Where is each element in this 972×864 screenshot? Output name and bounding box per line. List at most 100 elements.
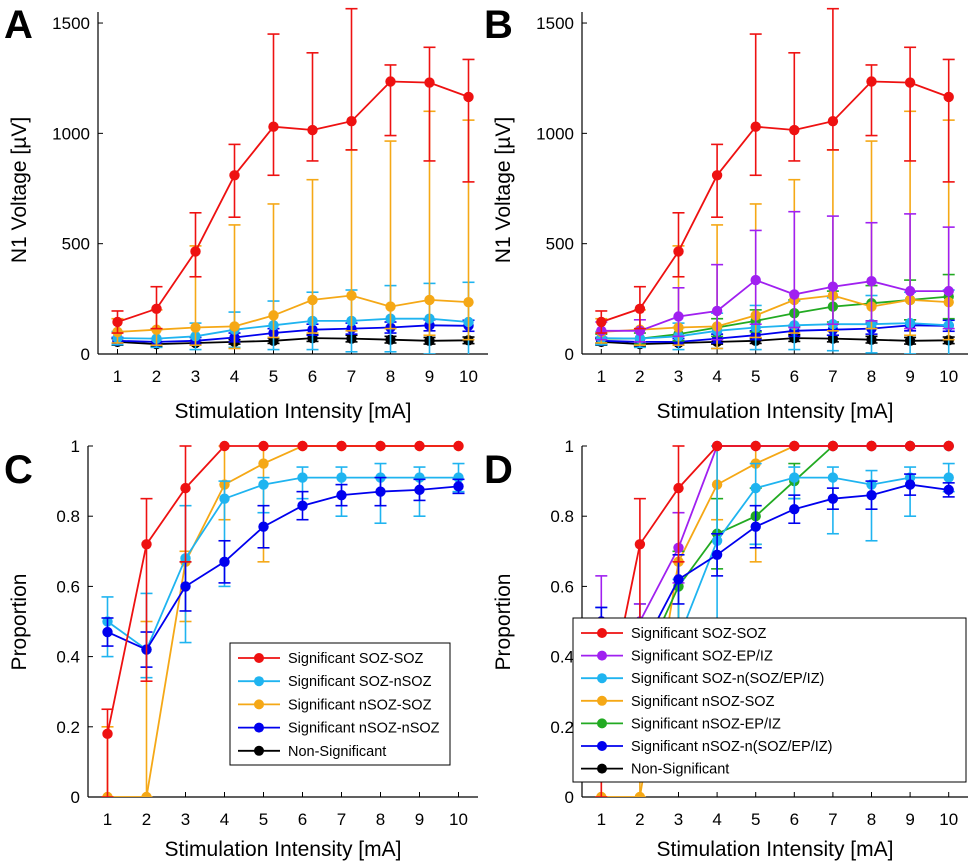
data-point	[190, 246, 201, 257]
error-bar	[189, 211, 202, 278]
legend-item-significant-nsoz-ep-iz: Significant nSOZ-EP/IZ	[581, 716, 781, 732]
x-tick-label: 10	[449, 810, 468, 829]
error-bar	[904, 213, 917, 330]
data-point	[673, 574, 684, 585]
x-tick-label: 7	[337, 810, 346, 829]
data-point	[711, 549, 723, 561]
legend-label: Significant SOZ-nSOZ	[288, 674, 432, 690]
error-bar	[942, 226, 955, 330]
legend-label: Non-Significant	[288, 744, 386, 760]
data-point	[463, 91, 474, 103]
data-point	[827, 116, 839, 127]
plot-area	[111, 7, 475, 354]
series-line	[601, 295, 949, 340]
error-bar	[384, 64, 397, 137]
legend-item-significant-nsoz-nsoz: Significant nSOZ-nSOZ	[238, 721, 440, 737]
x-tick-label: 10	[939, 367, 958, 386]
data-point	[102, 626, 113, 638]
data-point	[789, 124, 800, 136]
series-line	[117, 324, 469, 343]
series-line	[117, 317, 469, 340]
error-bar	[306, 178, 319, 334]
panel-b: B 0 500 1000 1500 1 2 3 4 5 6 7 8 9 10 Stimulation Inte…	[484, 3, 968, 423]
data-point	[297, 472, 308, 483]
error-bar	[904, 46, 917, 162]
x-tick-label: 4	[220, 810, 229, 829]
data-point	[943, 440, 954, 452]
x-tick-label: 7	[828, 810, 837, 829]
panel-label: A	[4, 3, 33, 47]
x-tick-label: 1	[113, 367, 122, 386]
series-line	[107, 485, 459, 651]
legend-marker	[254, 676, 264, 687]
data-point	[141, 791, 152, 797]
x-tick-label: 5	[269, 367, 278, 386]
data-point	[750, 440, 761, 452]
legend-item-significant-soz-ep-iz: Significant SOZ-EP/IZ	[581, 649, 773, 665]
series-line	[601, 445, 949, 623]
x-tick-label: 8	[386, 367, 395, 386]
data-point	[673, 311, 684, 322]
data-point	[346, 290, 357, 301]
legend-marker	[597, 673, 607, 684]
data-point	[634, 539, 646, 550]
x-tick-label: 4	[712, 367, 721, 386]
legend-item-non-significant: Non-Significant	[238, 744, 386, 760]
series-significant-soz-soz	[595, 440, 954, 797]
data-point	[375, 486, 386, 497]
x-axis-label: Stimulation Intensity [mA]	[175, 400, 412, 423]
legend-marker	[597, 741, 607, 751]
legend-label: Significant SOZ-EP/IZ	[631, 649, 773, 665]
y-tick-label: 0.6	[550, 577, 574, 596]
y-tick-label: 1500	[52, 14, 90, 33]
x-tick-label: 9	[415, 810, 424, 829]
data-point	[789, 440, 800, 452]
y-tick-label: 0.4	[550, 648, 574, 667]
data-point	[750, 274, 761, 286]
legend-label: Significant SOZ-SOZ	[288, 651, 424, 667]
error-bar	[826, 7, 839, 151]
legend-marker	[597, 763, 607, 774]
data-point	[827, 281, 839, 292]
error-bar	[462, 58, 475, 183]
data-point	[943, 484, 954, 496]
x-tick-label: 2	[152, 367, 161, 386]
x-tick-label: 3	[191, 367, 200, 386]
panel-c: C 0 0.2 0.4 0.6 0.8 1 1 2 3 4 5 6 7 8 9 10 Stimulation In…	[4, 437, 478, 861]
y-tick-label: 1	[71, 437, 80, 456]
series-line	[106, 445, 459, 734]
legend-label: Significant nSOZ-n(SOZ/EP/IZ)	[631, 739, 832, 755]
data-point	[634, 303, 646, 314]
legend-item-significant-nsoz-n-soz-ep-iz: Significant nSOZ-n(SOZ/EP/IZ)	[581, 739, 832, 755]
error-bar	[788, 210, 801, 329]
data-point	[789, 472, 800, 483]
data-point	[827, 472, 839, 483]
series-line	[601, 324, 949, 343]
legend-item-non-significant: Non-Significant	[581, 762, 729, 778]
data-point	[673, 482, 684, 494]
plot-area	[101, 440, 465, 797]
x-tick-label: 1	[597, 810, 606, 829]
y-axis-label: N1 Voltage [µV]	[492, 117, 515, 263]
x-tick-label: 1	[597, 367, 606, 386]
data-point	[789, 289, 800, 300]
data-point	[904, 440, 916, 452]
x-tick-label: 8	[376, 810, 385, 829]
y-tick-label: 0	[565, 788, 574, 807]
panel-label: D	[484, 448, 513, 492]
data-point	[268, 310, 279, 321]
y-tick-label: 1000	[52, 124, 90, 143]
data-point	[336, 440, 347, 452]
legend-label: Significant nSOZ-SOZ	[631, 694, 775, 710]
legend-marker	[597, 695, 607, 706]
y-tick-label: 0.2	[550, 718, 574, 737]
y-tick-label: 0.4	[56, 648, 80, 667]
series-significant-soz-soz	[111, 7, 475, 334]
y-axis-label: N1 Voltage [µV]	[8, 117, 31, 263]
data-point	[297, 440, 308, 452]
legend-box	[572, 617, 967, 783]
error-bar	[672, 211, 685, 278]
legend-label: Significant nSOZ-SOZ	[288, 697, 432, 713]
x-tick-label: 2	[635, 810, 644, 829]
